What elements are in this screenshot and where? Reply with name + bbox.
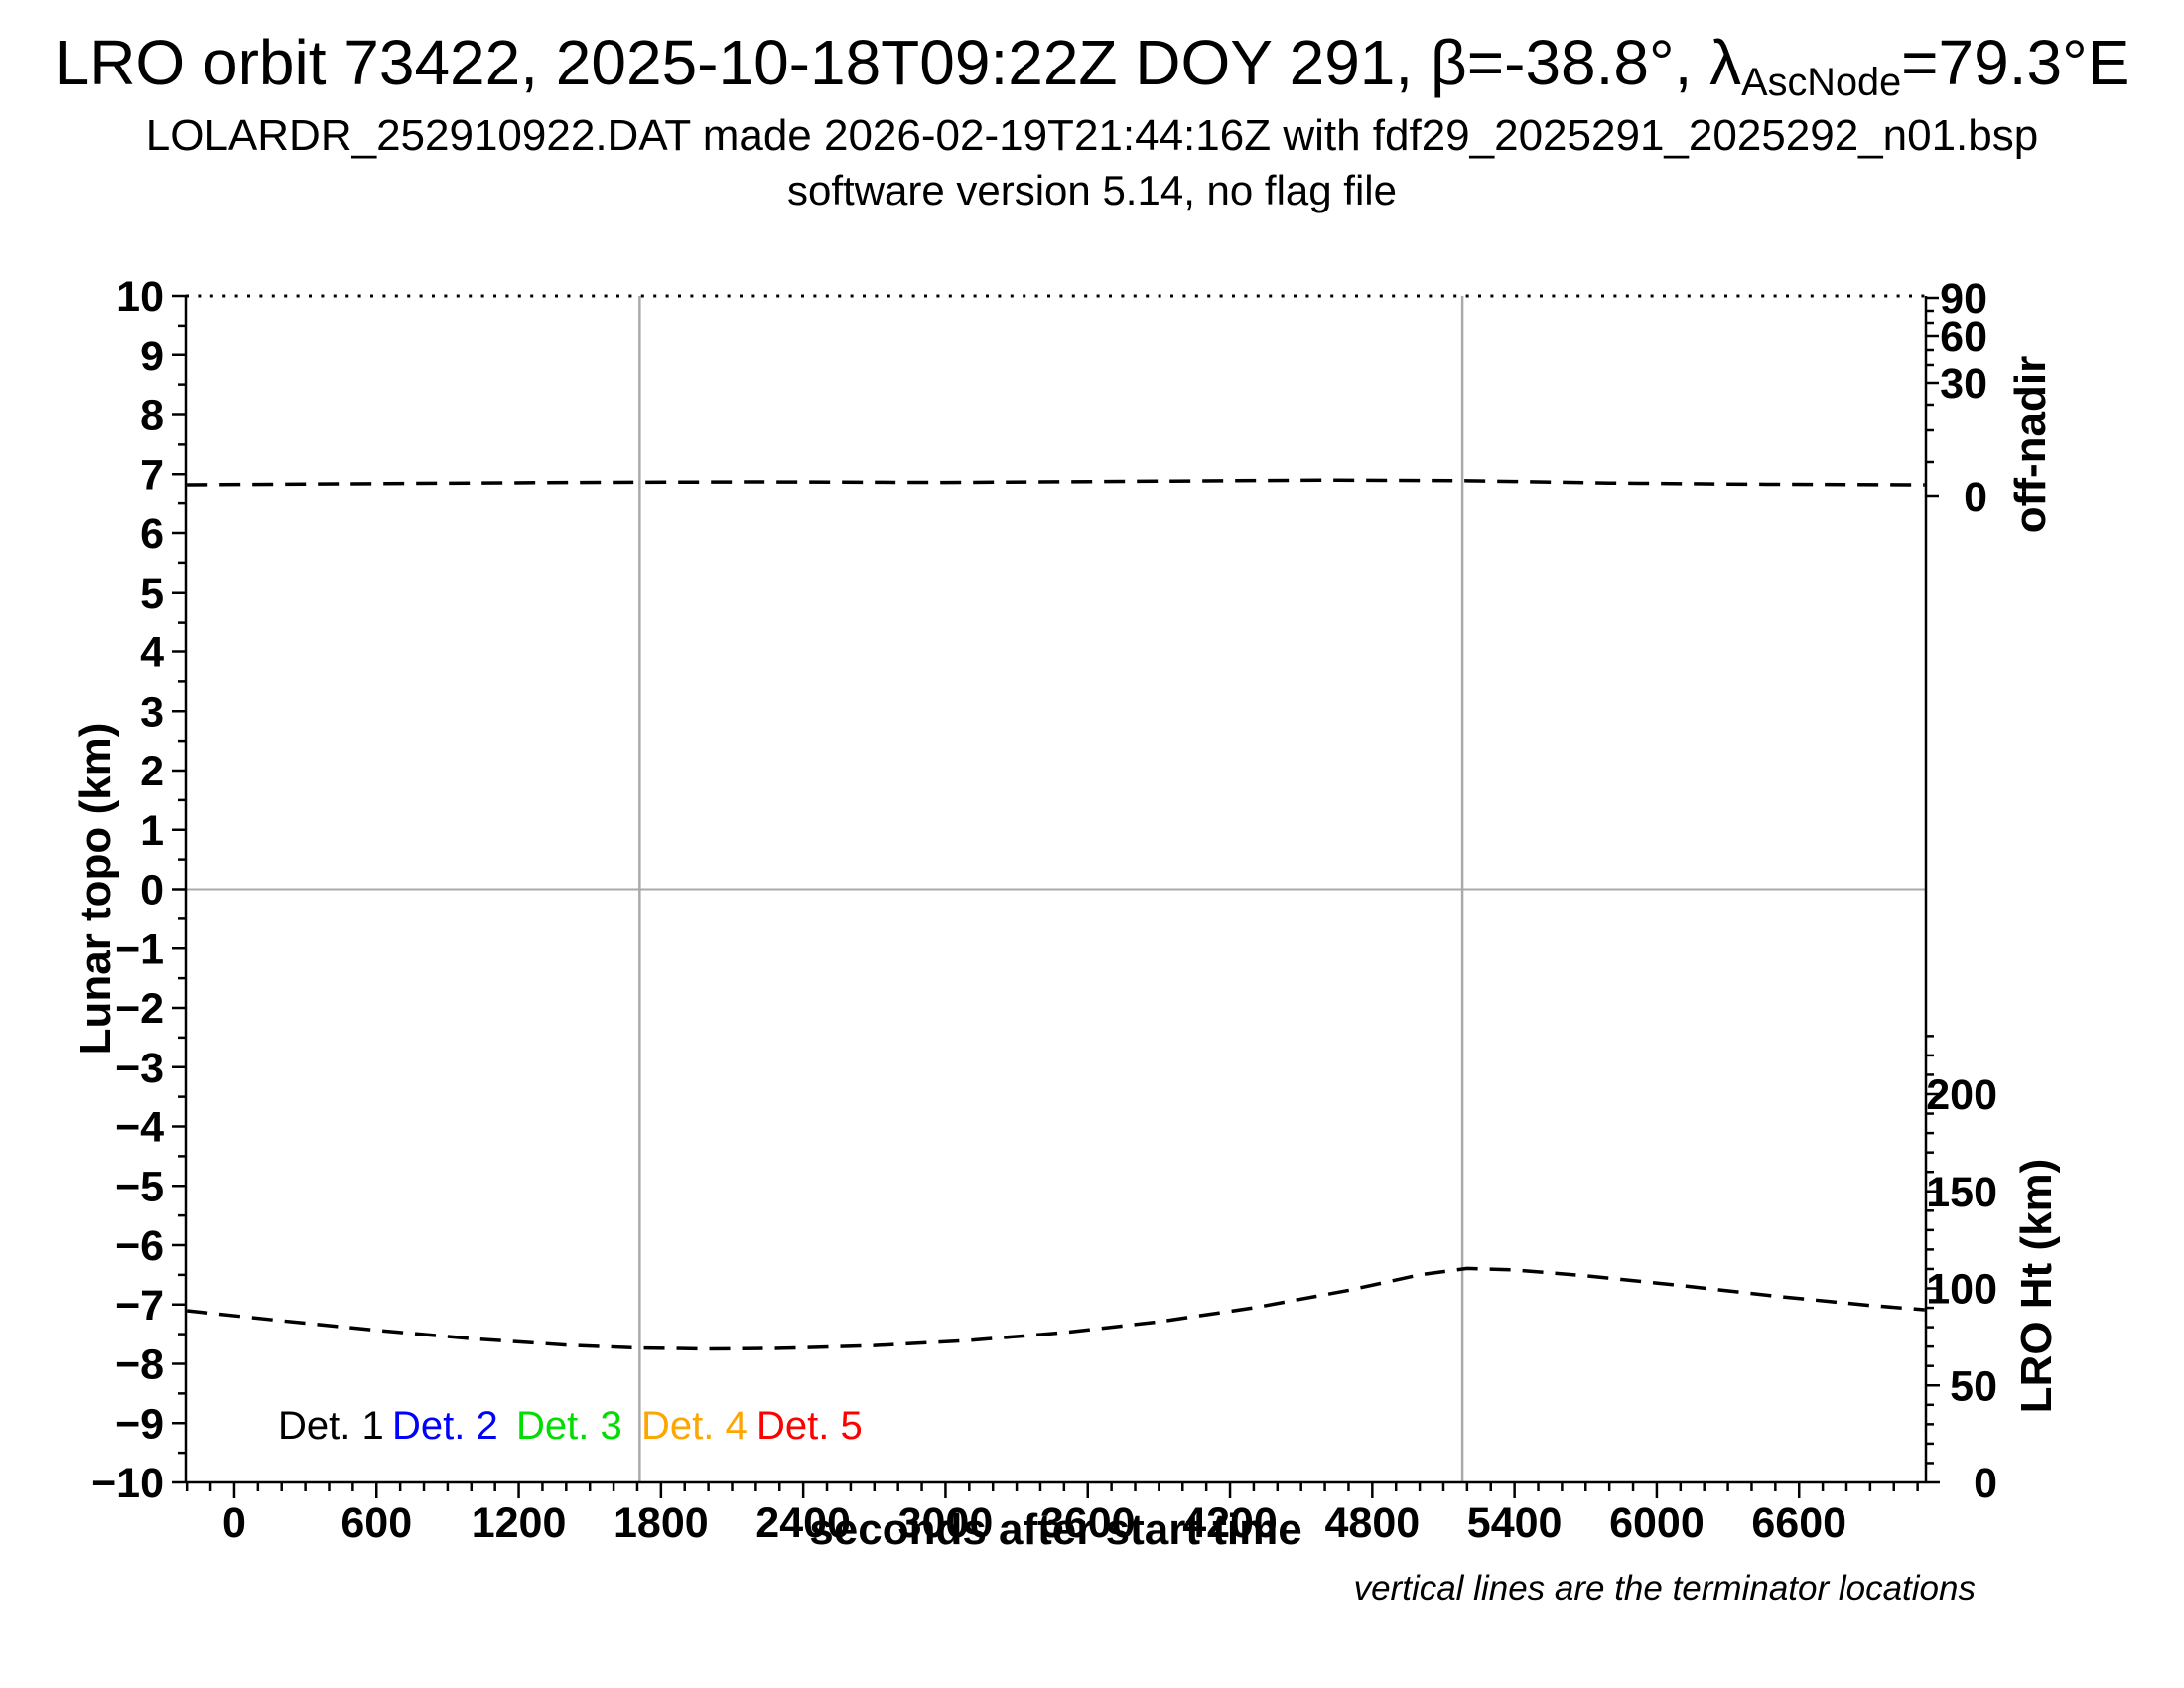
x-tick-label: 6600 (1751, 1499, 1846, 1547)
y-left-tick-label: 4 (140, 630, 164, 677)
x-tick-label: 4200 (1182, 1499, 1278, 1547)
y-left-tick-label: −10 (91, 1460, 164, 1507)
lroht-tick-label: 100 (1926, 1266, 1997, 1314)
x-tick-label: 1800 (614, 1499, 709, 1547)
y-left-tick-label: −3 (115, 1045, 164, 1092)
legend-item-det-4: Det. 4 (641, 1404, 748, 1448)
x-tick-label: 0 (222, 1499, 246, 1547)
y-left-tick-label: −2 (115, 985, 164, 1033)
x-axis-label: seconds after start time (809, 1505, 1302, 1554)
y-left-tick-label: 0 (140, 867, 164, 914)
y-left-tick-label: 7 (140, 451, 164, 498)
y-left-tick-label: 6 (140, 510, 164, 558)
offnadir-tick-label: 0 (1964, 474, 1987, 521)
y-left-tick-label: −1 (115, 925, 164, 973)
y-left-tick-label: −7 (115, 1282, 164, 1330)
title-suffix: =79.3°E (1901, 27, 2130, 98)
y-left-tick-label: −4 (115, 1104, 164, 1152)
y-left-tick-label: −8 (115, 1341, 164, 1389)
offnadir-tick-label: 60 (1940, 313, 1987, 360)
x-tick-label: 3000 (898, 1499, 994, 1547)
x-tick-label: 4800 (1324, 1499, 1420, 1547)
legend: Det. 1 Det. 2 Det. 3 Det. 4 Det. 5 (0, 1404, 2184, 1454)
legend-item-det-5: Det. 5 (756, 1404, 863, 1448)
x-tick-label: 1200 (472, 1499, 567, 1547)
y-axis-label-lro-ht: LRO Ht (km) (2012, 1158, 2061, 1414)
lroht-tick-label: 50 (1950, 1362, 1997, 1410)
software-version-line: software version 5.14, no flag file (786, 167, 1397, 213)
lro-height-curve (187, 1266, 1925, 1351)
y-left-tick-label: 2 (140, 748, 164, 795)
x-tick-label: 5400 (1467, 1499, 1563, 1547)
y-left-tick-label: 1 (140, 807, 164, 855)
lroht-tick-label: 0 (1974, 1460, 1997, 1507)
x-tick-label: 2400 (755, 1499, 851, 1547)
lroht-tick-label: 150 (1926, 1169, 1997, 1216)
page-title: LRO orbit 73422, 2025-10-18T09:22Z DOY 2… (0, 26, 2184, 105)
y-left-tick-label: 5 (140, 570, 164, 618)
off-nadir-curve (187, 478, 1925, 487)
legend-item-det-1: Det. 1 (278, 1404, 384, 1448)
x-tick-label: 3600 (1040, 1499, 1136, 1547)
lroht-tick-label: 200 (1926, 1071, 1997, 1119)
terminator-footnote: vertical lines are the terminator locati… (1353, 1569, 1976, 1608)
y-left-tick-label: −6 (115, 1222, 164, 1270)
y-axis-label-lunar-topo: Lunar topo (km) (71, 722, 120, 1055)
y-left-tick-label: −5 (115, 1163, 164, 1210)
x-tick-label: 6000 (1609, 1499, 1705, 1547)
legend-item-det-3: Det. 3 (516, 1404, 622, 1448)
legend-item-det-2: Det. 2 (392, 1404, 498, 1448)
y-left-tick-label: 10 (116, 273, 164, 321)
title-main-text: LRO orbit 73422, 2025-10-18T09:22Z DOY 2… (54, 27, 1742, 98)
y-left-tick-label: −9 (115, 1400, 164, 1448)
data-file-subtitle: LOLARDR_252910922.DAT made 2026-02-19T21… (145, 111, 2039, 160)
y-left-tick-label: 9 (140, 333, 164, 380)
y-axis-label-off-nadir: off-nadir (2006, 355, 2055, 534)
y-left-tick-label: 3 (140, 688, 164, 736)
offnadir-tick-label: 30 (1940, 360, 1987, 408)
x-tick-label: 600 (341, 1499, 412, 1547)
title-subscript: AscNode (1741, 61, 1902, 105)
offnadir-tick-label: 90 (1940, 275, 1987, 323)
y-left-tick-label: 8 (140, 392, 164, 440)
